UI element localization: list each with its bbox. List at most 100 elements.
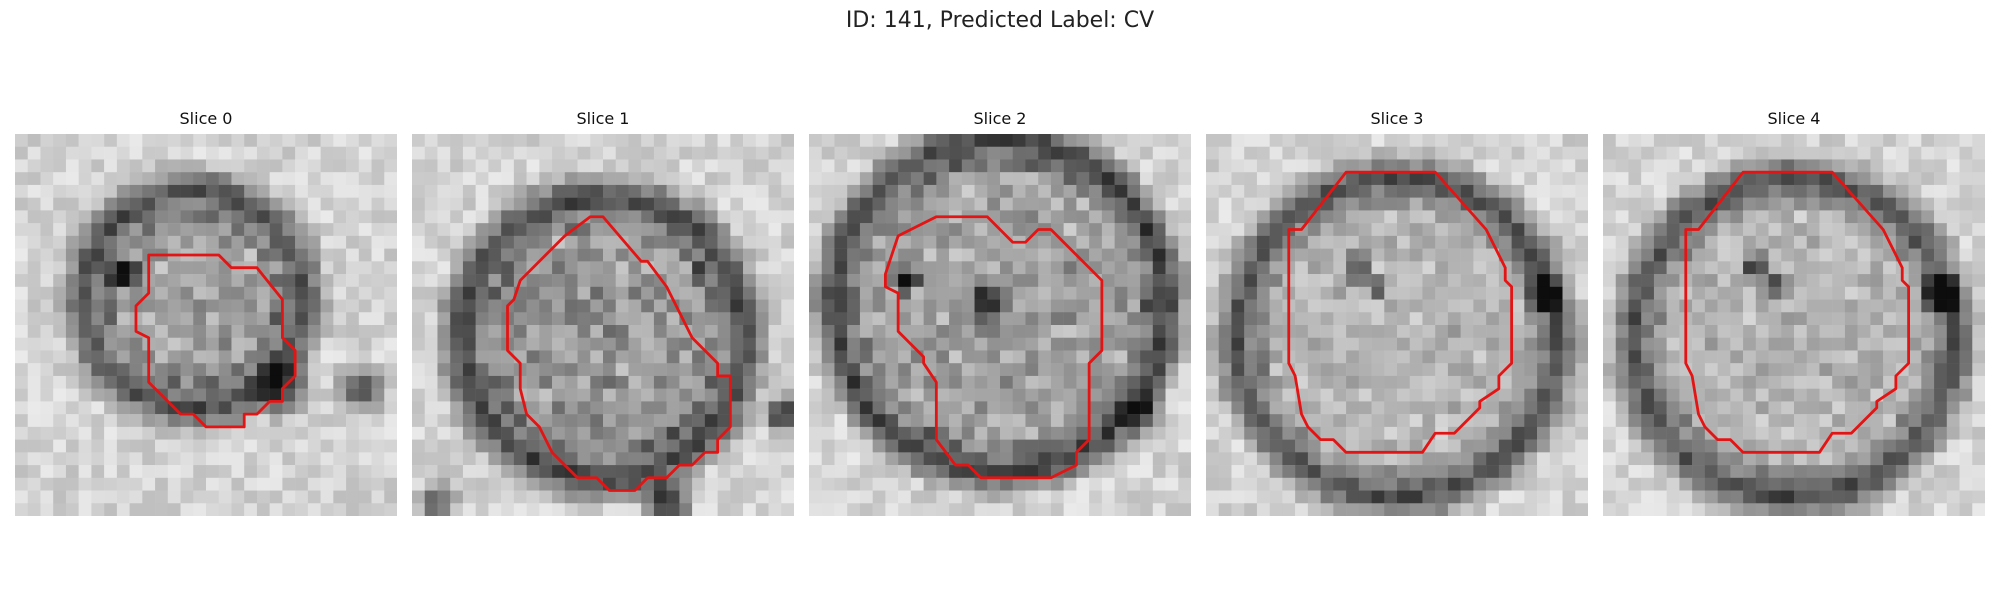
pixel — [1307, 210, 1321, 224]
pixel — [1832, 350, 1846, 364]
pixel — [923, 465, 937, 479]
pixel — [552, 465, 566, 479]
pixel — [167, 223, 181, 237]
pixel — [692, 235, 706, 249]
pixel — [1307, 401, 1321, 415]
pixel — [282, 414, 296, 428]
pixel — [1844, 375, 1858, 389]
pixel — [1473, 261, 1487, 275]
pixel — [307, 452, 321, 466]
pixel — [501, 235, 515, 249]
pixel — [1704, 388, 1718, 402]
pixel — [358, 350, 372, 364]
pixel — [155, 490, 169, 504]
pixel — [809, 490, 822, 504]
pixel — [1575, 477, 1588, 491]
pixel — [155, 274, 169, 288]
pixel — [488, 248, 502, 262]
pixel — [1473, 286, 1487, 300]
pixel — [679, 363, 693, 377]
pixel — [1641, 337, 1655, 351]
pixel — [1511, 299, 1525, 313]
pixel — [1844, 465, 1858, 479]
pixel — [244, 388, 258, 402]
pixel — [692, 184, 706, 198]
pixel — [834, 235, 848, 249]
pixel — [1333, 197, 1347, 211]
pixel — [1679, 426, 1693, 440]
pixel — [1371, 325, 1385, 338]
pixel — [603, 452, 616, 466]
pixel — [1063, 134, 1077, 147]
pixel — [1025, 274, 1039, 288]
pixel — [501, 184, 515, 198]
pixel — [1628, 223, 1642, 237]
pixel — [1397, 439, 1410, 453]
pixel — [1231, 235, 1245, 249]
pixel — [307, 235, 321, 249]
pixel — [910, 134, 924, 147]
pixel — [923, 337, 937, 351]
pixel — [462, 274, 476, 288]
pixel — [666, 503, 680, 516]
pixel — [755, 197, 769, 211]
pixel — [1768, 503, 1782, 516]
pixel — [1511, 159, 1525, 173]
pixel — [564, 401, 578, 415]
pixel — [1358, 223, 1372, 237]
pixel — [412, 235, 425, 249]
pixel — [885, 312, 899, 326]
pixel — [412, 312, 425, 326]
pixel — [333, 146, 347, 160]
pixel — [666, 146, 680, 160]
pixel — [692, 465, 706, 479]
pixel — [1346, 414, 1360, 428]
pixel — [65, 414, 79, 428]
pixel — [1307, 159, 1321, 173]
pixel — [961, 337, 975, 351]
pixel — [1768, 401, 1782, 415]
pixel — [987, 414, 1001, 428]
pixel — [1704, 439, 1718, 453]
pixel — [1012, 452, 1026, 466]
pixel — [475, 477, 489, 491]
pixel — [679, 274, 693, 288]
pixel — [1511, 465, 1525, 479]
pixel — [539, 146, 553, 160]
pixel — [872, 337, 886, 351]
pixel — [1575, 146, 1588, 160]
pixel — [1806, 210, 1820, 224]
pixel — [1000, 146, 1013, 160]
pixel — [872, 350, 886, 364]
pixel — [116, 414, 130, 428]
pixel — [1178, 490, 1191, 504]
pixel — [936, 503, 950, 516]
pixel — [424, 159, 438, 173]
pixel — [1269, 350, 1283, 364]
pixel — [1549, 363, 1563, 377]
pixel — [704, 452, 718, 466]
pixel — [743, 210, 757, 224]
pixel — [1603, 235, 1616, 249]
pixel — [653, 261, 667, 275]
pixel — [65, 325, 79, 338]
pixel — [1743, 223, 1757, 237]
slice-panel-3: Slice 3 — [1206, 108, 1588, 516]
pixel — [781, 490, 794, 504]
pixel — [320, 210, 334, 224]
pixel — [412, 261, 425, 275]
pixel — [1794, 363, 1807, 377]
pixel — [358, 159, 372, 173]
pixel — [462, 350, 476, 364]
pixel — [1206, 248, 1219, 262]
pixel — [1717, 286, 1731, 300]
pixel — [1000, 337, 1013, 351]
pixel — [180, 286, 194, 300]
pixel — [437, 401, 451, 415]
pixel — [167, 350, 181, 364]
pixel — [53, 286, 67, 300]
pixel — [1038, 274, 1052, 288]
pixel — [577, 401, 591, 415]
pixel — [859, 490, 873, 504]
pixel — [167, 286, 181, 300]
